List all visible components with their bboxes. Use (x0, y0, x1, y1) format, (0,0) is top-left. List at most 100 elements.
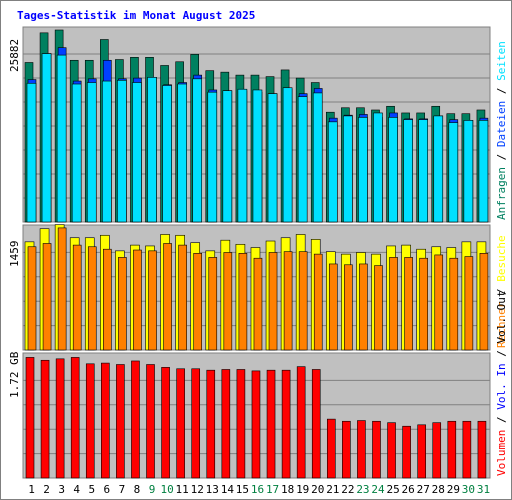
bar-seiten-day-6 (102, 80, 112, 223)
bar-volumen-day-2 (40, 359, 50, 479)
bar-rechner-day-25 (389, 257, 398, 351)
bar-seiten-day-9 (147, 77, 157, 223)
x-tick-label-day-7: 7 (119, 483, 126, 496)
bar-volumen-day-5 (85, 363, 95, 479)
bar-rechner-day-22 (344, 264, 353, 351)
requests-panel-legend-label: Anfragen / Dateien / Seiten (495, 41, 508, 220)
x-tick-label-day-14: 14 (221, 483, 235, 496)
bar-rechner-day-24 (374, 265, 383, 351)
requests-panel-legend-part: / (495, 81, 508, 101)
volume-panel-legend-part: / (495, 344, 508, 364)
x-tick-label-day-24: 24 (371, 483, 385, 496)
bar-seiten-day-27 (418, 119, 428, 223)
bar-seiten-day-29 (448, 122, 459, 223)
bar-seiten-day-4 (71, 83, 82, 223)
x-tick-label-day-1: 1 (28, 483, 35, 496)
visits-panel-max-label: 1459 (8, 241, 21, 268)
x-tick-label-day-18: 18 (281, 483, 294, 496)
bar-volumen-day-13 (206, 369, 216, 479)
bar-rechner-day-16 (253, 257, 263, 351)
bar-seiten-day-23 (358, 117, 368, 223)
x-tick-label-day-15: 15 (236, 483, 249, 496)
bar-volumen-day-26 (402, 425, 411, 479)
x-tick-label-day-19: 19 (296, 483, 309, 496)
x-tick-label-day-8: 8 (134, 483, 141, 496)
bar-volumen-day-11 (176, 368, 185, 479)
x-tick-label-day-17: 17 (266, 483, 279, 496)
bar-rechner-day-3 (57, 227, 67, 351)
bar-seiten-day-30 (463, 120, 474, 223)
bar-seiten-day-2 (41, 53, 52, 223)
x-tick-label-day-9: 9 (149, 483, 156, 496)
x-tick-label-day-12: 12 (191, 483, 204, 496)
bar-rechner-day-18 (283, 251, 293, 351)
bar-volumen-day-24 (372, 420, 381, 479)
bar-seiten-day-18 (282, 87, 293, 223)
bar-seiten-day-21 (327, 121, 338, 223)
bar-seiten-day-3 (56, 54, 67, 223)
bar-rechner-day-30 (464, 256, 474, 351)
x-tick-label-day-30: 30 (462, 483, 475, 496)
bar-seiten-day-25 (388, 117, 398, 223)
bar-rechner-day-28 (434, 254, 444, 351)
x-tick-label-day-20: 20 (311, 483, 324, 496)
volume-panel-legend-part: Volumen (495, 430, 508, 476)
bar-volumen-day-1 (25, 357, 35, 479)
x-tick-label-day-22: 22 (341, 483, 354, 496)
bar-seiten-day-12 (192, 78, 203, 223)
bar-volumen-day-27 (417, 424, 426, 479)
bar-volumen-day-28 (432, 422, 442, 479)
x-tick-label-day-26: 26 (402, 483, 415, 496)
bar-seiten-day-31 (478, 120, 489, 223)
bar-volumen-day-6 (101, 362, 110, 479)
x-tick-label-day-25: 25 (386, 483, 399, 496)
visits-panel-legend-part: / (495, 282, 508, 302)
bar-volumen-day-19 (296, 366, 306, 479)
bar-seiten-day-24 (373, 112, 383, 223)
bar-rechner-day-12 (193, 253, 203, 351)
visits-panel-legend-part: Rechner (495, 301, 508, 348)
bar-volumen-day-4 (70, 357, 80, 479)
volume-panel-legend-label: Volumen / Vol. In / Vol. Out (495, 291, 508, 476)
bar-seiten-day-10 (162, 85, 172, 223)
bar-seiten-day-7 (117, 80, 127, 223)
bar-seiten-day-17 (267, 93, 278, 223)
x-tick-label-day-4: 4 (73, 483, 80, 496)
volume-panel-legend-part: / (495, 410, 508, 430)
bar-rechner-day-15 (238, 253, 248, 351)
volume-panel-max-label: 1.72 GB (8, 351, 21, 398)
bar-seiten-day-20 (312, 92, 323, 223)
x-tick-label-day-27: 27 (417, 483, 430, 496)
x-tick-label-day-11: 11 (176, 483, 189, 496)
bar-rechner-day-1 (27, 246, 37, 351)
requests-panel-legend-part: Dateien (495, 101, 508, 147)
bar-volumen-day-21 (326, 418, 336, 479)
bar-rechner-day-5 (87, 246, 97, 351)
x-tick-label-day-13: 13 (206, 483, 219, 496)
bar-rechner-day-6 (103, 248, 112, 351)
bar-rechner-day-19 (298, 251, 308, 351)
bar-rechner-day-20 (313, 253, 323, 351)
requests-panel-legend-part: Seiten (495, 41, 508, 81)
bar-rechner-day-27 (419, 257, 428, 351)
bar-rechner-day-7 (118, 257, 127, 351)
requests-panel-legend-part: Anfragen (495, 167, 508, 220)
bar-rechner-day-14 (223, 252, 233, 351)
bar-seiten-day-11 (177, 83, 187, 223)
bar-seiten-day-19 (297, 96, 308, 223)
bar-volumen-day-7 (116, 364, 125, 479)
bar-volumen-day-25 (387, 422, 396, 479)
x-tick-label-day-16: 16 (251, 483, 264, 496)
visits-panel-legend-part: Besuche (495, 235, 508, 281)
bar-volumen-day-10 (161, 367, 170, 479)
bar-rechner-day-2 (42, 243, 52, 351)
bar-rechner-day-11 (178, 244, 187, 351)
requests-panel-max-label: 25882 (8, 39, 21, 72)
bar-rechner-day-13 (208, 257, 218, 351)
bar-seiten-day-13 (207, 91, 218, 223)
bar-rechner-day-9 (148, 250, 157, 351)
bar-volumen-day-29 (447, 420, 457, 479)
bar-volumen-day-16 (251, 370, 261, 479)
